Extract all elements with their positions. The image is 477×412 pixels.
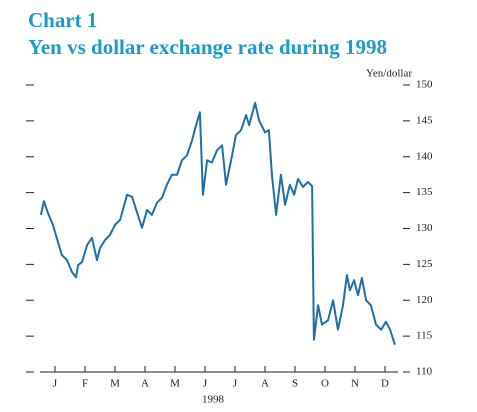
chart-subtitle: Yen vs dollar exchange rate during 1998 — [28, 35, 387, 59]
x-tick-label: D — [381, 378, 389, 390]
y-tick-label: 110 — [416, 366, 433, 378]
x-tick-label: A — [261, 378, 269, 390]
y-tick-label: 130 — [416, 222, 433, 234]
x-axis-label: 1998 — [202, 394, 225, 406]
x-tick-label: M — [170, 378, 180, 390]
x-tick-label: J — [233, 378, 238, 390]
x-tick-label: F — [82, 378, 88, 390]
x-tick-label: O — [321, 378, 329, 390]
y-tick-label: 140 — [416, 150, 433, 162]
y-tick-label: 115 — [416, 330, 433, 342]
x-tick-label: A — [141, 378, 149, 390]
y-tick-label: 145 — [416, 114, 433, 126]
y-axis-label: Yen/dollar — [366, 68, 412, 80]
x-tick-label: J — [53, 378, 58, 390]
x-tick-label: J — [203, 378, 208, 390]
x-tick-label: M — [110, 378, 120, 390]
x-tick-label: S — [292, 378, 298, 390]
y-tick-label: 150 — [416, 79, 433, 91]
data-line — [39, 101, 396, 346]
chart-title: Chart 1 — [28, 8, 97, 32]
y-tick-label: 135 — [416, 186, 433, 198]
y-tick-label: 120 — [416, 294, 433, 306]
y-tick-label: 125 — [416, 258, 433, 270]
x-tick-label: N — [351, 378, 359, 390]
